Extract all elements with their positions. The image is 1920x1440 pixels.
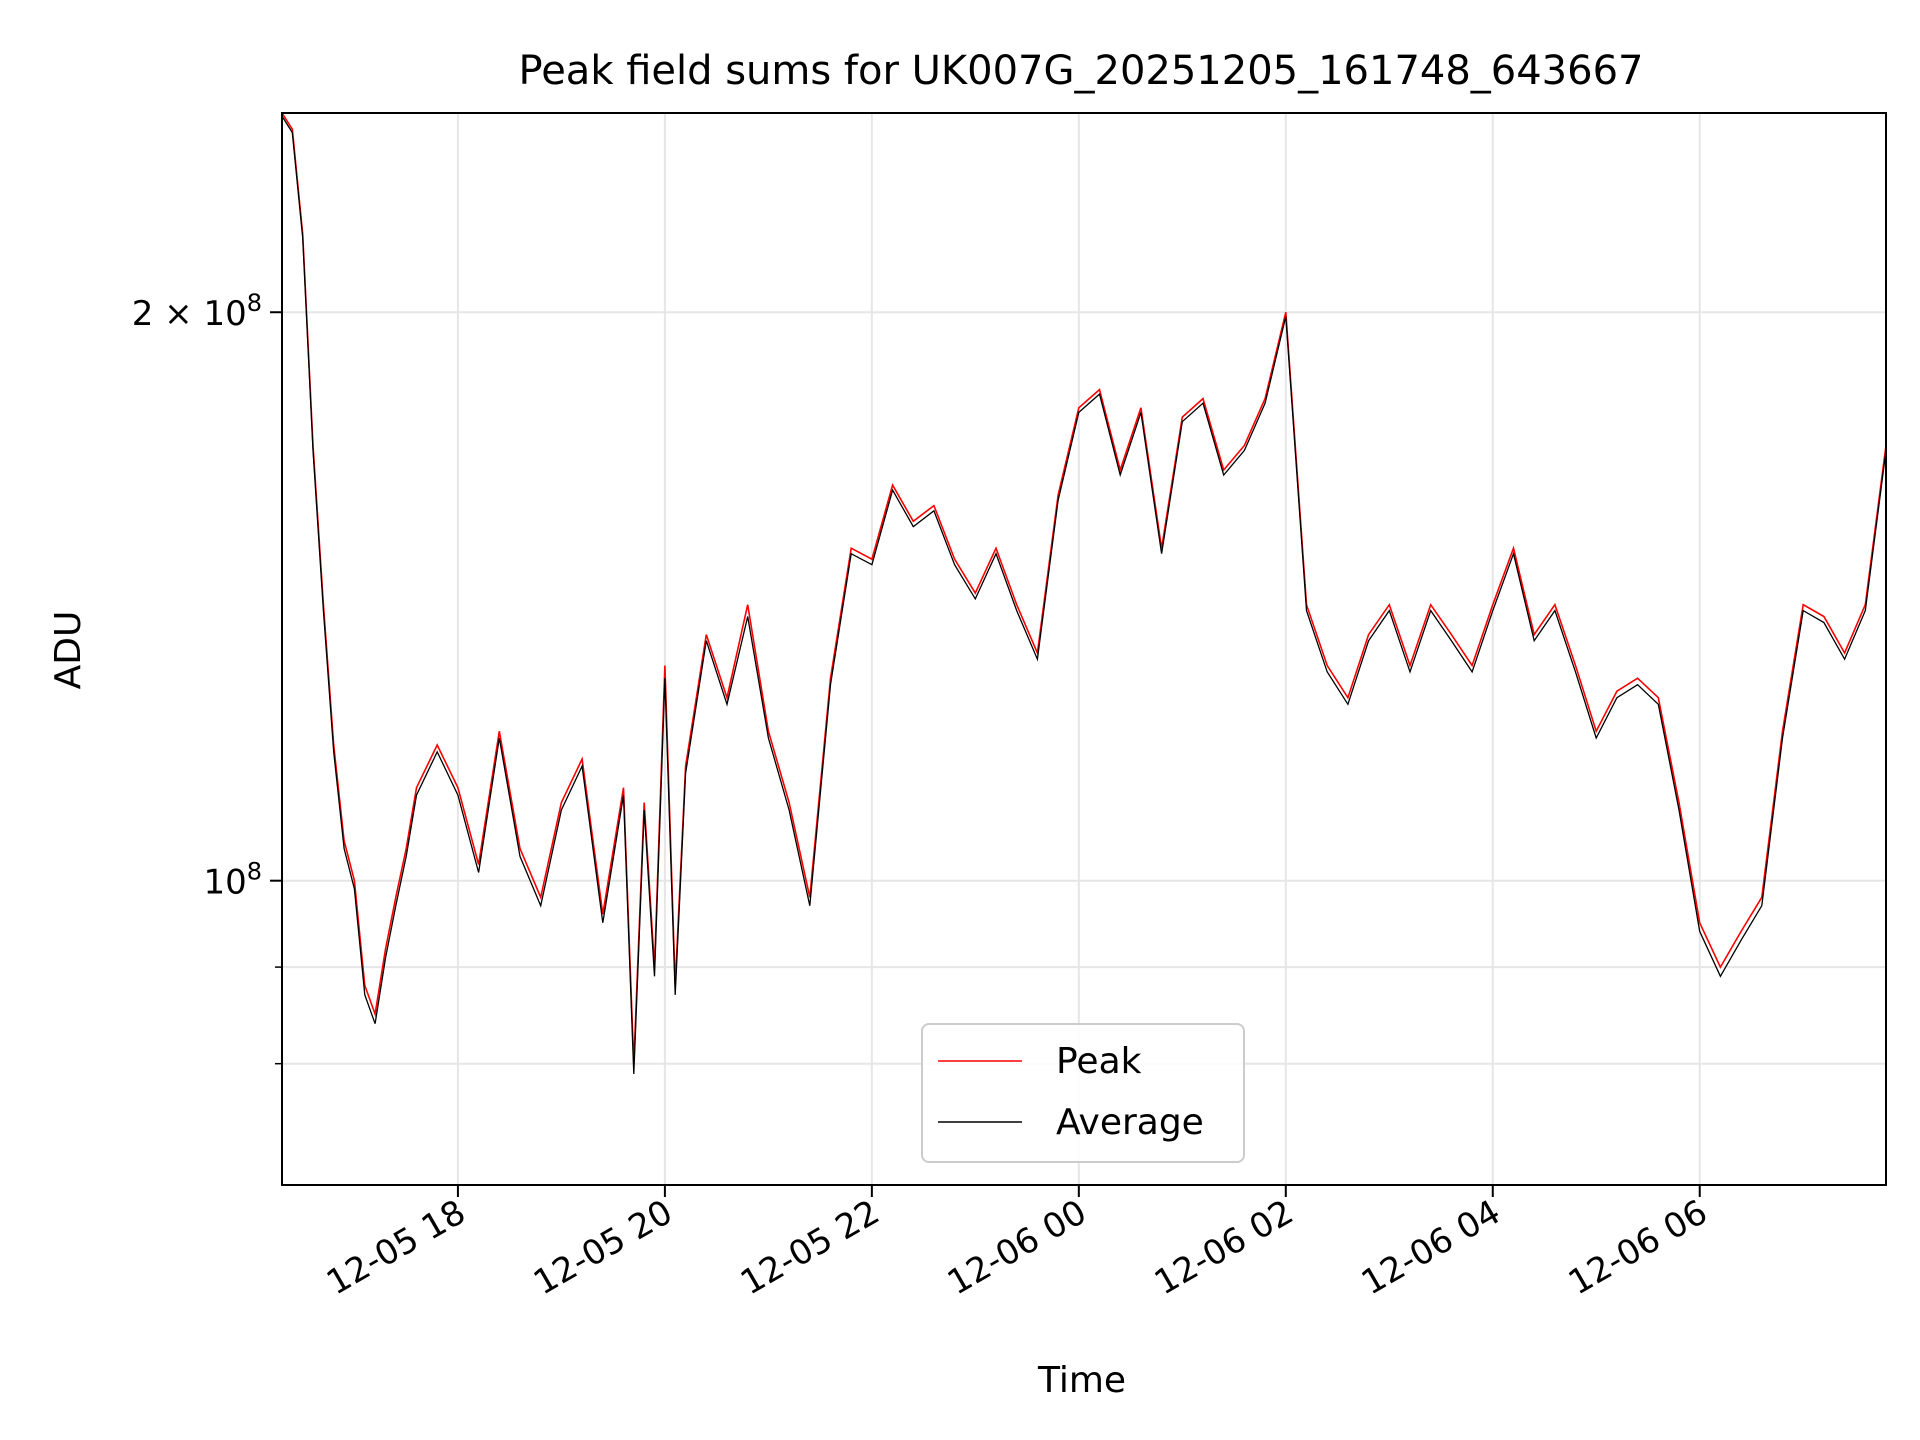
y-axis: 108 2 × 108 bbox=[132, 289, 282, 1065]
legend-peak-label: Peak bbox=[1056, 1041, 1142, 1082]
series-layer bbox=[282, 113, 1886, 1075]
x-axis-label: Time bbox=[1037, 1360, 1126, 1401]
y-axis-label: ADU bbox=[48, 611, 89, 690]
series-line-peak bbox=[282, 113, 1886, 1064]
legend-average-label: Average bbox=[1056, 1102, 1204, 1143]
grid-lines bbox=[282, 113, 1886, 1185]
legend-box bbox=[921, 1023, 1245, 1163]
legend: Peak Average bbox=[921, 1023, 1245, 1163]
plot-frame bbox=[281, 112, 1887, 1186]
series-line-average bbox=[282, 115, 1886, 1075]
y-tick-label: 108 bbox=[203, 858, 262, 903]
y-tick-label: 2 × 108 bbox=[132, 289, 262, 334]
chart-title: Peak field sums for UK007G_20251205_1617… bbox=[519, 48, 1644, 94]
